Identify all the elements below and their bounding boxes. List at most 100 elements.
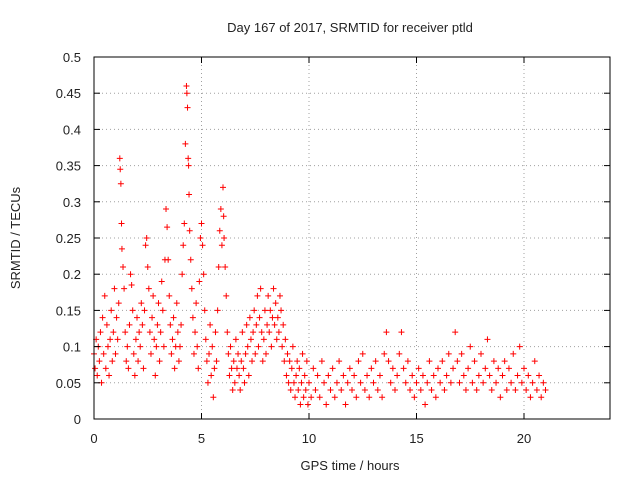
data-point xyxy=(263,350,269,357)
data-point xyxy=(160,343,167,350)
data-point xyxy=(246,314,253,321)
data-point xyxy=(121,285,128,292)
data-point xyxy=(404,358,411,365)
data-point xyxy=(206,350,213,357)
data-point xyxy=(166,292,173,299)
data-point xyxy=(286,358,293,365)
data-point xyxy=(439,358,446,365)
data-point xyxy=(437,379,444,386)
data-point xyxy=(101,292,108,299)
data-point xyxy=(201,307,208,314)
data-point xyxy=(180,242,187,249)
data-point xyxy=(432,394,439,401)
data-point xyxy=(428,387,435,394)
data-point xyxy=(227,343,234,350)
y-tick-label: 0.3 xyxy=(63,195,81,210)
data-point xyxy=(527,394,534,401)
data-point xyxy=(204,379,211,386)
data-point xyxy=(372,358,379,365)
data-point xyxy=(153,343,160,350)
data-point xyxy=(521,365,527,372)
data-point xyxy=(297,401,304,408)
data-point xyxy=(125,365,132,372)
data-point xyxy=(135,358,142,365)
data-point xyxy=(465,365,472,372)
data-point xyxy=(261,307,268,314)
data-point xyxy=(415,365,422,372)
data-point xyxy=(132,336,139,343)
data-point xyxy=(475,372,482,379)
data-point xyxy=(445,350,452,357)
chart-title: Day 167 of 2017, SRMTID for receiver ptl… xyxy=(227,20,473,35)
data-point xyxy=(370,379,377,386)
data-point xyxy=(167,321,174,328)
y-tick-label: 0 xyxy=(74,412,81,427)
data-point xyxy=(107,336,114,343)
data-point xyxy=(441,387,448,394)
data-point xyxy=(97,329,104,336)
data-points xyxy=(91,82,549,408)
data-point xyxy=(460,372,467,379)
data-point xyxy=(200,271,207,278)
data-point xyxy=(199,242,206,249)
data-point xyxy=(333,379,340,386)
data-point xyxy=(123,358,130,365)
data-point xyxy=(443,372,450,379)
data-point xyxy=(540,379,547,386)
data-point xyxy=(197,235,204,241)
data-point xyxy=(435,365,441,372)
data-point xyxy=(542,387,549,394)
data-point xyxy=(214,307,221,314)
data-point xyxy=(268,343,275,350)
data-point xyxy=(508,379,515,386)
data-point xyxy=(145,285,152,292)
data-point xyxy=(523,387,530,394)
data-point xyxy=(198,220,205,227)
data-point xyxy=(118,220,125,227)
data-point xyxy=(130,350,137,357)
data-point xyxy=(244,343,251,350)
data-point xyxy=(184,104,191,111)
data-point xyxy=(275,329,282,336)
data-point xyxy=(325,372,332,379)
data-point xyxy=(164,224,171,231)
data-point xyxy=(137,343,144,350)
data-point xyxy=(185,162,192,169)
data-point xyxy=(100,350,107,357)
data-point xyxy=(422,401,429,408)
x-tick-label: 15 xyxy=(409,431,423,446)
data-point xyxy=(407,387,414,394)
data-point xyxy=(400,365,407,372)
data-point xyxy=(299,350,306,357)
data-point xyxy=(149,314,156,321)
data-point xyxy=(329,365,336,372)
data-point xyxy=(469,379,476,386)
data-point xyxy=(189,314,196,321)
data-point xyxy=(424,379,431,386)
data-point xyxy=(114,336,121,343)
data-point xyxy=(240,365,247,372)
data-point xyxy=(497,394,504,401)
data-point xyxy=(179,271,186,278)
data-point xyxy=(327,387,334,394)
data-point xyxy=(225,350,232,357)
data-point xyxy=(112,350,119,357)
data-point xyxy=(525,372,532,379)
x-axis-label: GPS time / hours xyxy=(301,458,400,473)
y-tick-label: 0.1 xyxy=(63,340,81,355)
data-point xyxy=(357,379,364,386)
data-point xyxy=(396,350,403,357)
data-point xyxy=(258,329,265,336)
data-point xyxy=(257,285,264,292)
data-point xyxy=(430,372,437,379)
data-point xyxy=(323,401,330,408)
data-point xyxy=(398,329,405,336)
data-point xyxy=(306,379,312,386)
data-point xyxy=(314,372,321,379)
data-point xyxy=(417,387,424,394)
data-point xyxy=(143,235,150,241)
data-point xyxy=(510,350,517,357)
data-point xyxy=(104,343,111,350)
data-point xyxy=(514,372,521,379)
